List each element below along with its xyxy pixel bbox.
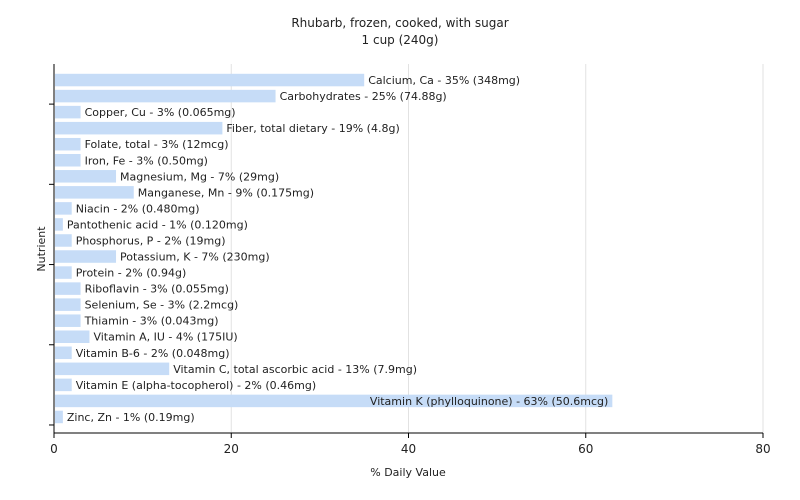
- bars-group: [55, 73, 613, 424]
- bar: [55, 89, 276, 103]
- bar-label: Vitamin E (alpha-tocopherol) - 2% (0.46m…: [76, 379, 316, 392]
- bar: [55, 186, 134, 199]
- bar-label: Vitamin A, IU - 4% (175IU): [93, 331, 237, 344]
- x-tick-label: 60: [578, 442, 593, 456]
- bar-label: Vitamin K (phylloquinone) - 63% (50.6mcg…: [370, 395, 608, 408]
- grid-lines: [230, 64, 764, 433]
- x-tick-label: 40: [401, 442, 416, 456]
- bar-label: Calcium, Ca - 35% (348mg): [368, 74, 520, 87]
- y-axis-label: Nutrient: [35, 226, 48, 272]
- bar-label: Riboflavin - 3% (0.055mg): [85, 283, 229, 296]
- bar: [55, 410, 63, 424]
- bar: [55, 298, 81, 311]
- bar-label: Carbohydrates - 25% (74.88g): [280, 90, 447, 103]
- bar: [55, 346, 72, 360]
- bar-label: Thiamin - 3% (0.043mg): [84, 315, 219, 328]
- x-tick-label: 20: [224, 442, 239, 456]
- bar: [55, 314, 81, 327]
- bar: [55, 202, 72, 215]
- bar-label: Manganese, Mn - 9% (0.175mg): [138, 186, 314, 199]
- bar-label: Magnesium, Mg - 7% (29mg): [120, 170, 279, 183]
- bar: [55, 394, 613, 408]
- bar-label: Zinc, Zn - 1% (0.19mg): [67, 411, 195, 424]
- bar: [55, 266, 72, 279]
- bar-label: Niacin - 2% (0.480mg): [76, 202, 200, 215]
- bar: [55, 234, 72, 247]
- bar-label: Folate, total - 3% (12mcg): [85, 138, 229, 151]
- bar-label: Potassium, K - 7% (230mg): [120, 251, 270, 264]
- x-axis-label: % Daily Value: [370, 466, 446, 479]
- bar-label: Fiber, total dietary - 19% (4.8g): [226, 122, 399, 135]
- x-tick-label: 80: [755, 442, 770, 456]
- bar: [55, 282, 81, 295]
- bar-label: Vitamin C, total ascorbic acid - 13% (7.…: [173, 363, 417, 376]
- bar: [55, 137, 81, 151]
- bar-label: Iron, Fe - 3% (0.50mg): [85, 154, 208, 167]
- x-tick-label: 0: [50, 442, 58, 456]
- bar-label: Vitamin B-6 - 2% (0.048mg): [76, 347, 230, 360]
- bar: [55, 330, 90, 343]
- chart-title: Rhubarb, frozen, cooked, with sugar: [291, 16, 508, 30]
- bar: [55, 170, 117, 183]
- bar: [55, 105, 81, 119]
- bar: [55, 250, 117, 263]
- axes: 0 20 40 60 80: [49, 64, 771, 456]
- bar: [55, 154, 81, 167]
- bar-label: Protein - 2% (0.94g): [76, 267, 187, 280]
- bar-labels-group: Calcium, Ca - 35% (348mg) Carbohydrates -…: [67, 74, 608, 424]
- bar-label: Selenium, Se - 3% (2.2mcg): [85, 299, 239, 312]
- bar: [55, 378, 72, 392]
- bar-label: Copper, Cu - 3% (0.065mg): [85, 106, 236, 119]
- chart-subtitle: 1 cup (240g): [362, 33, 439, 47]
- bar: [55, 218, 63, 231]
- bar: [55, 121, 223, 135]
- bar-label: Phosphorus, P - 2% (19mg): [76, 234, 226, 247]
- bar-label: Pantothenic acid - 1% (0.120mg): [67, 218, 248, 231]
- bar: [55, 362, 170, 376]
- bar: [55, 73, 365, 87]
